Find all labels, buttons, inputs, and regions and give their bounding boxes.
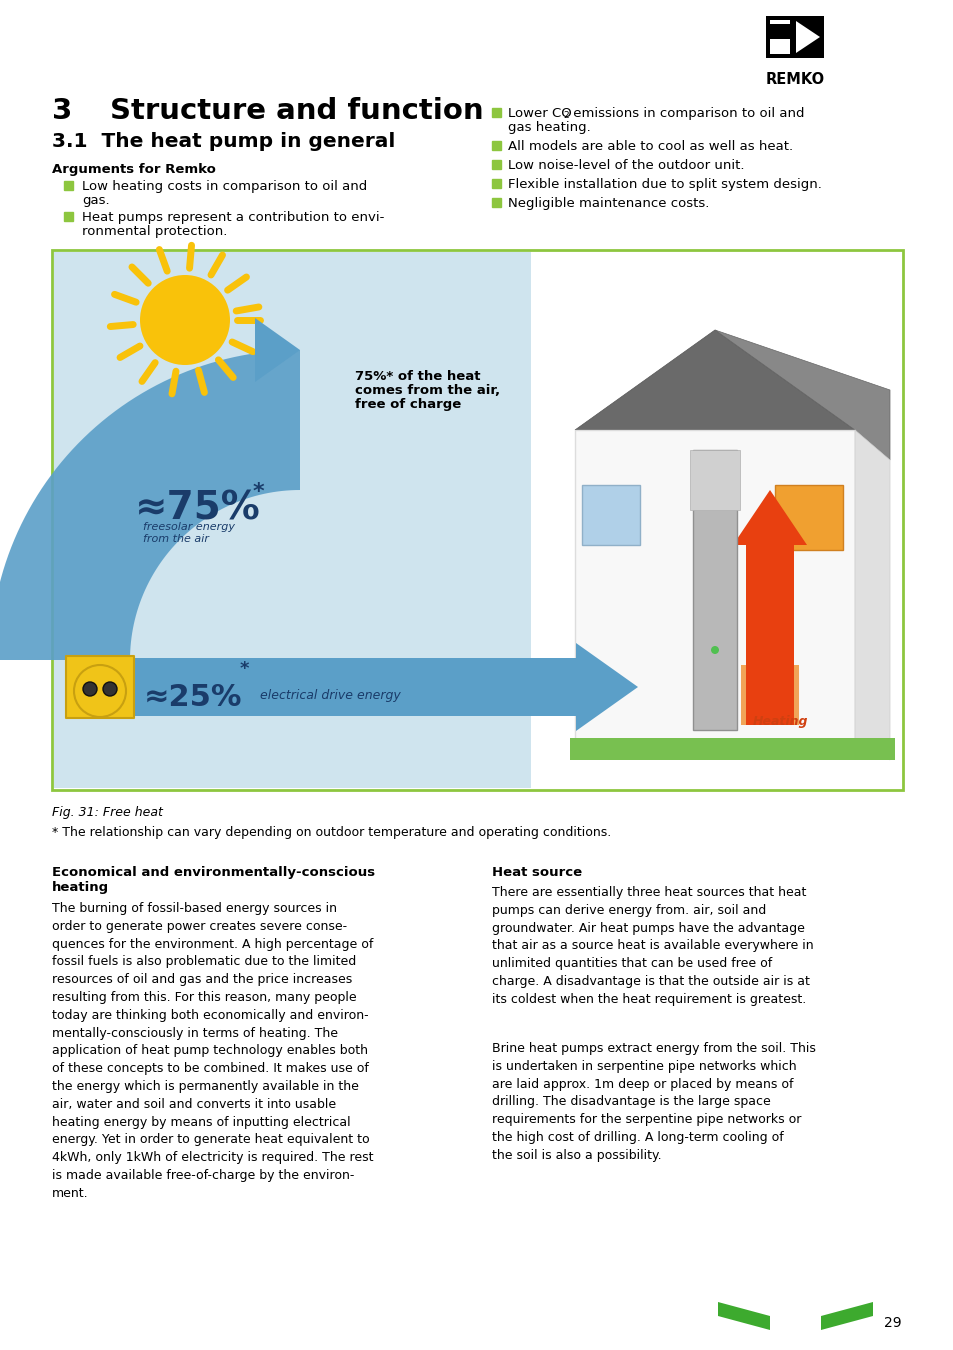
Text: gas heating.: gas heating. bbox=[507, 122, 590, 134]
Circle shape bbox=[103, 682, 117, 697]
Bar bbox=[581, 485, 639, 545]
Text: Low heating costs in comparison to oil and: Low heating costs in comparison to oil a… bbox=[82, 180, 367, 193]
Polygon shape bbox=[254, 319, 299, 382]
Polygon shape bbox=[718, 1301, 769, 1330]
Polygon shape bbox=[0, 350, 299, 660]
Text: Brine heat pumps extract energy from the soil. This
is undertaken in serpentine : Brine heat pumps extract energy from the… bbox=[492, 1042, 815, 1162]
Bar bbox=[64, 181, 73, 190]
Polygon shape bbox=[821, 1301, 872, 1330]
Text: Fig. 31: Free heat: Fig. 31: Free heat bbox=[52, 806, 163, 819]
Text: There are essentially three heat sources that heat
pumps can derive energy from.: There are essentially three heat sources… bbox=[492, 886, 813, 1006]
Text: ronmental protection.: ronmental protection. bbox=[82, 225, 227, 238]
Text: 2: 2 bbox=[562, 111, 568, 120]
Text: freesolar energy: freesolar energy bbox=[143, 522, 234, 532]
Text: *: * bbox=[240, 660, 250, 678]
Bar bbox=[765, 16, 823, 58]
Text: Arguments for Remko: Arguments for Remko bbox=[52, 163, 215, 176]
Text: Structure and function: Structure and function bbox=[110, 97, 483, 126]
Circle shape bbox=[83, 682, 97, 697]
Bar bbox=[64, 212, 73, 221]
Text: Economical and environmentally-conscious: Economical and environmentally-conscious bbox=[52, 865, 375, 879]
Text: emissions in comparison to oil and: emissions in comparison to oil and bbox=[568, 107, 803, 120]
Polygon shape bbox=[714, 329, 889, 460]
Bar bbox=[133, 657, 576, 716]
Text: free of charge: free of charge bbox=[355, 398, 460, 410]
Circle shape bbox=[140, 275, 230, 364]
Polygon shape bbox=[854, 431, 889, 760]
Bar bbox=[575, 431, 854, 740]
Text: Heat source: Heat source bbox=[492, 865, 581, 879]
Bar bbox=[492, 161, 500, 169]
Bar bbox=[689, 450, 740, 510]
Bar bbox=[492, 180, 500, 188]
Text: gas.: gas. bbox=[82, 194, 110, 207]
Text: from the air: from the air bbox=[143, 535, 209, 544]
Bar bbox=[740, 666, 799, 725]
Text: Heat pumps represent a contribution to envi-: Heat pumps represent a contribution to e… bbox=[82, 211, 384, 224]
Text: 75%* of the heat: 75%* of the heat bbox=[355, 370, 480, 383]
Bar bbox=[54, 252, 530, 788]
Polygon shape bbox=[575, 329, 854, 431]
Bar bbox=[774, 485, 842, 549]
Polygon shape bbox=[795, 22, 820, 53]
Bar bbox=[492, 140, 500, 150]
Text: electrical drive energy: electrical drive energy bbox=[252, 688, 400, 702]
Text: * The relationship can vary depending on outdoor temperature and operating condi: * The relationship can vary depending on… bbox=[52, 826, 611, 838]
Bar bbox=[692, 450, 737, 730]
Bar bbox=[769, 24, 789, 39]
Bar bbox=[569, 738, 894, 760]
Text: ≈75%: ≈75% bbox=[135, 490, 260, 528]
Text: REMKO: REMKO bbox=[764, 72, 823, 86]
Bar bbox=[492, 198, 500, 207]
Text: All models are able to cool as well as heat.: All models are able to cool as well as h… bbox=[507, 140, 792, 153]
Text: Lower CO: Lower CO bbox=[507, 107, 571, 120]
Text: 3.1  The heat pump in general: 3.1 The heat pump in general bbox=[52, 132, 395, 151]
Bar bbox=[66, 656, 133, 718]
Text: ≈25%: ≈25% bbox=[144, 683, 242, 711]
Text: heating: heating bbox=[52, 882, 109, 894]
Bar bbox=[769, 20, 789, 54]
Text: Low noise-level of the outdoor unit.: Low noise-level of the outdoor unit. bbox=[507, 159, 743, 171]
Text: comes from the air,: comes from the air, bbox=[355, 383, 499, 397]
Text: Negligible maintenance costs.: Negligible maintenance costs. bbox=[507, 197, 709, 211]
Circle shape bbox=[710, 647, 719, 653]
Text: 3: 3 bbox=[52, 97, 72, 126]
Text: Heating: Heating bbox=[752, 716, 807, 728]
Bar bbox=[745, 545, 793, 725]
Text: *: * bbox=[253, 482, 264, 502]
Bar bbox=[52, 250, 902, 790]
Bar bbox=[492, 108, 500, 117]
Polygon shape bbox=[732, 490, 806, 545]
Text: Flexible installation due to split system design.: Flexible installation due to split syste… bbox=[507, 178, 821, 190]
Polygon shape bbox=[576, 643, 638, 730]
Text: 29: 29 bbox=[883, 1316, 901, 1330]
Text: The burning of fossil-based energy sources in
order to generate power creates se: The burning of fossil-based energy sourc… bbox=[52, 902, 374, 1200]
